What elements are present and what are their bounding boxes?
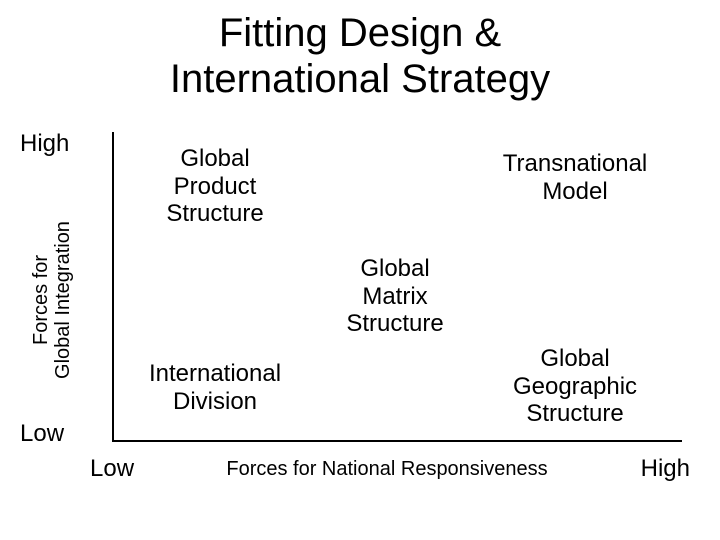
- y-axis-label-line1: Forces for: [30, 255, 52, 345]
- q-br-l2: Geographic: [513, 373, 637, 400]
- y-axis-high-label: High: [20, 130, 69, 158]
- q-c-l3: Structure: [346, 310, 443, 337]
- q-bl-l1: International: [149, 360, 281, 387]
- y-axis-line: [112, 132, 114, 442]
- q-c-l1: Global: [360, 255, 429, 282]
- matrix-chart: High Forces for Global Integration Low G…: [0, 130, 720, 520]
- q-bl-l2: Division: [173, 388, 257, 415]
- title-line2: International Strategy: [170, 57, 550, 101]
- q-tr-l1: Transnational: [503, 150, 648, 177]
- quadrant-bottom-left: International Division: [115, 360, 315, 415]
- quadrant-top-right: Transnational Model: [460, 150, 690, 205]
- y-axis-low-label: Low: [20, 420, 64, 448]
- q-c-l2: Matrix: [362, 283, 427, 310]
- x-axis-label: Forces for National Responsiveness: [152, 458, 622, 481]
- q-tl-l3: Structure: [166, 200, 263, 227]
- x-axis-high-label: High: [641, 455, 690, 483]
- q-tr-l2: Model: [542, 178, 607, 205]
- y-axis-label-line2: Global Integration: [52, 221, 74, 379]
- page-title: Fitting Design & International Strategy: [0, 0, 720, 102]
- q-br-l3: Structure: [526, 400, 623, 427]
- quadrant-center: Global Matrix Structure: [310, 255, 480, 338]
- q-tl-l1: Global: [180, 145, 249, 172]
- title-line1: Fitting Design &: [219, 11, 501, 55]
- quadrant-bottom-right: Global Geographic Structure: [475, 345, 675, 428]
- q-br-l1: Global: [540, 345, 609, 372]
- x-axis-low-label: Low: [90, 455, 134, 483]
- q-tl-l2: Product: [174, 173, 257, 200]
- x-axis-line: [112, 440, 682, 442]
- quadrant-top-left: Global Product Structure: [130, 145, 300, 228]
- y-axis-label: Forces for Global Integration: [30, 221, 74, 379]
